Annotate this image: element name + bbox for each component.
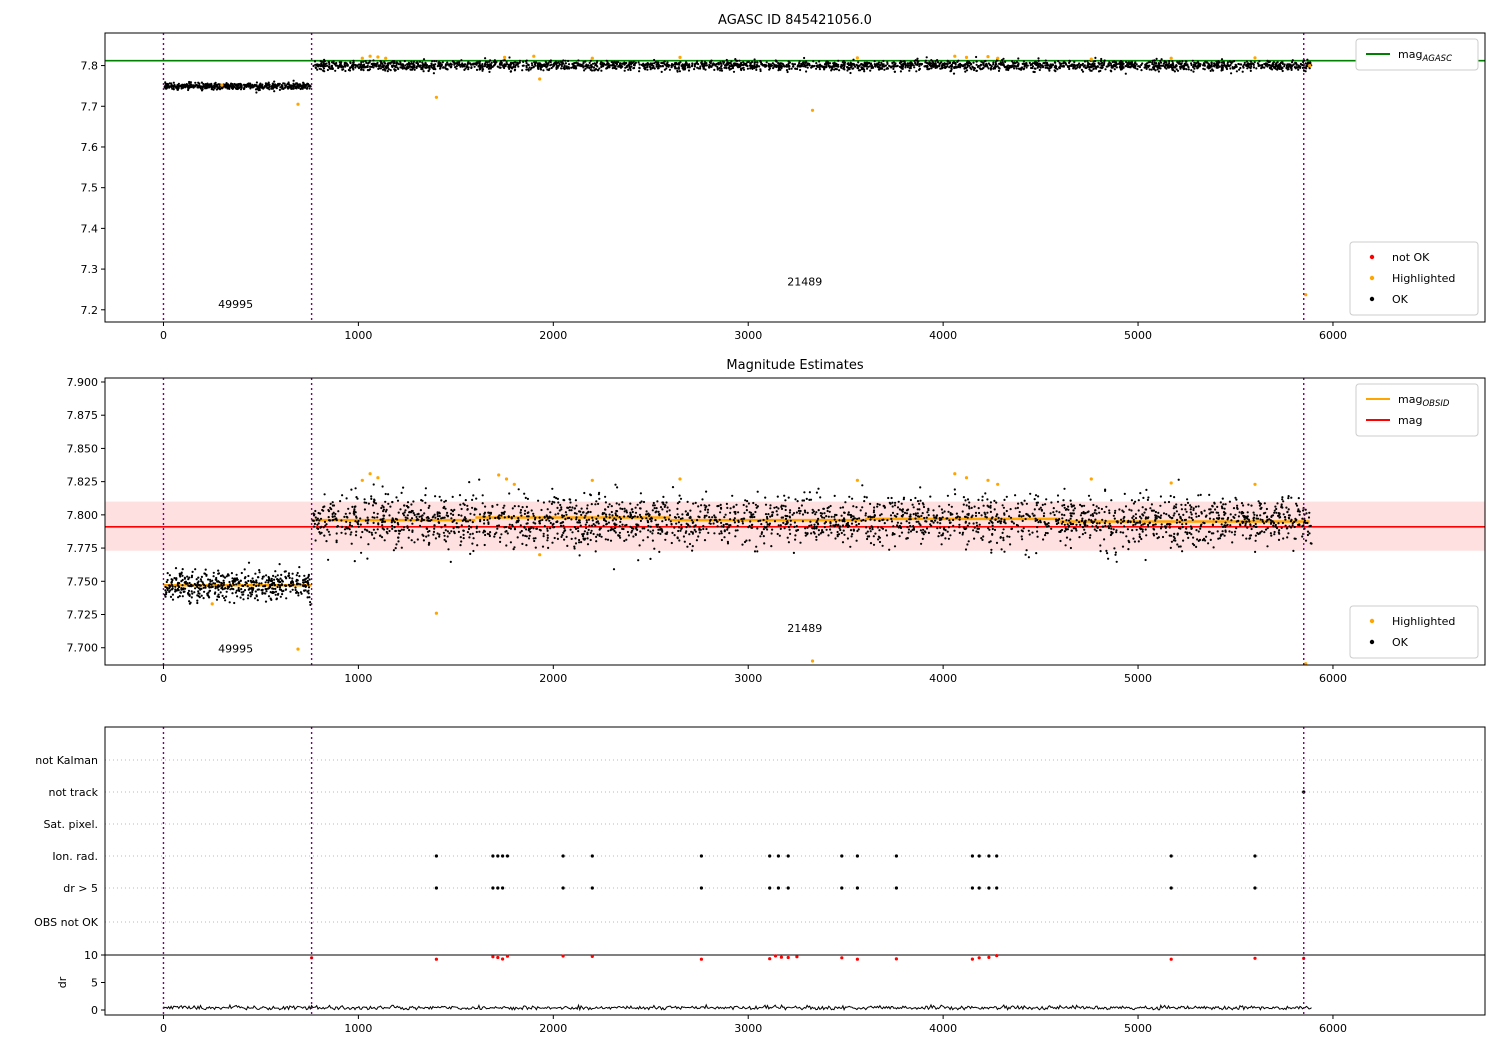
legend-label: Highlighted xyxy=(1392,615,1455,628)
x-tick-label: 3000 xyxy=(734,672,762,685)
legend-dot-sample xyxy=(1369,275,1375,281)
ok-points xyxy=(163,478,1313,607)
ok-points xyxy=(163,55,1313,94)
y-tick-label: 7.3 xyxy=(81,263,99,276)
obsid-annotation: 21489 xyxy=(787,622,822,635)
panel-magnitude-estimates: 49995 21489 0 1000 2000 3000 4000 5000 6000 7.700… xyxy=(67,376,1486,685)
legend-box xyxy=(1349,241,1479,316)
x-tick-label: 5000 xyxy=(1124,1022,1152,1035)
legend-box xyxy=(1349,605,1479,659)
legend-box xyxy=(1355,38,1479,71)
legend-dot-sample xyxy=(1369,254,1375,260)
x-tick-label: 1000 xyxy=(344,1022,372,1035)
y-tick-label: 7.750 xyxy=(67,575,99,588)
legend-label: mag xyxy=(1398,414,1422,427)
highlighted-points xyxy=(210,472,1308,666)
dr-tick-label: 10 xyxy=(84,949,98,962)
y-tick-label: 7.775 xyxy=(67,542,99,555)
axes-border xyxy=(104,377,1486,666)
legend-dot-sample xyxy=(1369,639,1375,645)
y-tick-label: 7.4 xyxy=(81,222,99,235)
y-tick-label: 7.8 xyxy=(81,60,99,73)
axes-border xyxy=(104,726,1486,1016)
highlighted-points xyxy=(220,54,1312,297)
x-tick-label: 2000 xyxy=(539,672,567,685)
y-tick-label: 7.850 xyxy=(67,442,99,455)
y-tick-label: 7.5 xyxy=(81,182,99,195)
flag-row-label: not track xyxy=(48,786,98,799)
x-tick-label: 6000 xyxy=(1319,329,1347,342)
legend-dot-sample xyxy=(1369,618,1375,624)
axes-border xyxy=(104,32,1486,323)
flag-row-label: Sat. pixel. xyxy=(43,818,98,831)
legend-label: OK xyxy=(1392,636,1409,649)
legend-label: magOBSID xyxy=(1398,393,1450,409)
y-tick-label: 7.725 xyxy=(67,609,99,622)
x-tick-label: 1000 xyxy=(344,672,372,685)
legend-label: not OK xyxy=(1392,251,1430,264)
obsid-annotation: 21489 xyxy=(787,275,822,288)
panel-quality-flags: not Kalman not track Sat. pixel. Ion. rad. d… xyxy=(34,726,1486,1035)
flag-points xyxy=(434,790,1306,890)
legend-dot-sample xyxy=(1369,296,1375,302)
x-tick-label: 2000 xyxy=(539,1022,567,1035)
x-tick-label: 4000 xyxy=(929,1022,957,1035)
y-tick-label: 7.800 xyxy=(67,509,99,522)
dr-trace xyxy=(163,1003,1312,1012)
y-tick-label: 7.6 xyxy=(81,141,99,154)
x-tick-label: 0 xyxy=(160,1022,167,1035)
top-panel-title: AGASC ID 845421056.0 xyxy=(718,13,872,28)
flag-row-label: Ion. rad. xyxy=(52,850,98,863)
x-tick-label: 4000 xyxy=(929,329,957,342)
flag-row-label: not Kalman xyxy=(35,754,98,767)
x-tick-label: 5000 xyxy=(1124,329,1152,342)
legend-box xyxy=(1355,383,1479,437)
x-tick-label: 4000 xyxy=(929,672,957,685)
y-tick-label: 7.825 xyxy=(67,476,99,489)
dr-axis-label: dr xyxy=(56,976,69,988)
dr-tick-label: 0 xyxy=(91,1004,98,1017)
x-tick-label: 3000 xyxy=(734,1022,762,1035)
x-tick-label: 1000 xyxy=(344,329,372,342)
flag-row-label: OBS not OK xyxy=(34,916,99,929)
obsid-annotation: 49995 xyxy=(218,298,253,311)
y-tick-label: 7.2 xyxy=(81,304,99,317)
x-tick-label: 6000 xyxy=(1319,1022,1347,1035)
y-tick-label: 7.900 xyxy=(67,376,99,389)
x-tick-label: 0 xyxy=(160,329,167,342)
flag-row-label: dr > 5 xyxy=(63,882,98,895)
panel-mag-vs-time: 49995 21489 0 1000 2000 3000 4000 5000 6000 7.2 7.… xyxy=(81,32,1486,342)
x-tick-label: 3000 xyxy=(734,329,762,342)
x-tick-label: 5000 xyxy=(1124,672,1152,685)
legend-label: magAGASC xyxy=(1398,48,1452,64)
x-tick-label: 2000 xyxy=(539,329,567,342)
x-tick-label: 6000 xyxy=(1319,672,1347,685)
legend-label: Highlighted xyxy=(1392,272,1455,285)
x-tick-label: 0 xyxy=(160,672,167,685)
y-tick-label: 7.700 xyxy=(67,642,99,655)
y-tick-label: 7.7 xyxy=(81,100,99,113)
obsid-annotation: 49995 xyxy=(218,642,253,655)
dr-tick-label: 5 xyxy=(91,977,98,990)
middle-panel-title: Magnitude Estimates xyxy=(726,358,864,373)
y-tick-label: 7.875 xyxy=(67,409,99,422)
legend-label: OK xyxy=(1392,293,1409,306)
